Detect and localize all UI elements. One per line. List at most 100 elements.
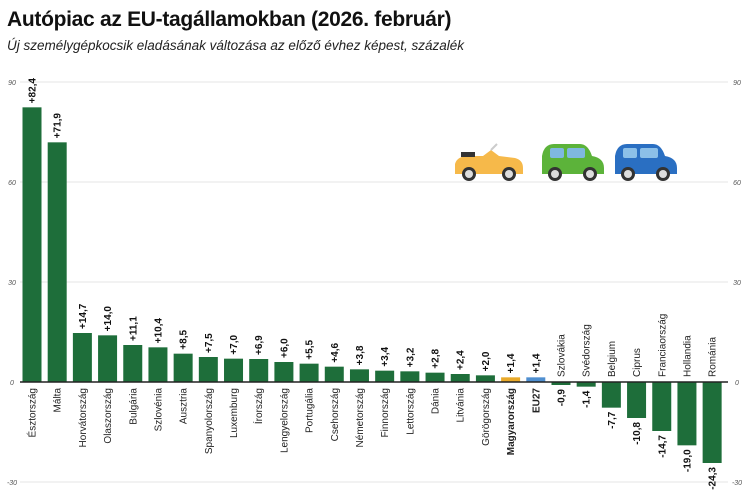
value-label: +1,4 — [506, 353, 517, 373]
category-label: Szlovénia — [153, 388, 164, 432]
value-label: -24,3 — [708, 467, 719, 490]
bar — [299, 363, 319, 382]
value-label: +5,5 — [305, 339, 316, 359]
y-tick-label-right: 60 — [733, 180, 741, 187]
category-label: Finnország — [380, 388, 391, 437]
category-label: Lettország — [405, 388, 416, 435]
bar — [375, 370, 395, 382]
category-label: Belgium — [607, 341, 618, 377]
value-label: +11,1 — [128, 316, 139, 341]
value-label: -1,4 — [582, 390, 593, 408]
blue-car-icon — [615, 144, 677, 181]
green-car-icon — [542, 144, 604, 181]
y-tick-label-right: 90 — [733, 80, 741, 87]
value-label: -19,0 — [682, 449, 693, 472]
y-tick-label-right: 0 — [735, 380, 739, 387]
bar — [173, 353, 193, 382]
value-label: +2,0 — [481, 351, 492, 371]
value-label: +82,4 — [28, 78, 39, 104]
value-label: +14,7 — [78, 303, 89, 329]
y-tick-label-left: -30 — [7, 480, 17, 487]
category-label: Olaszország — [103, 388, 114, 444]
category-label: Írország — [252, 388, 265, 424]
category-label: Hollandia — [682, 335, 693, 377]
value-label: +7,0 — [229, 334, 240, 354]
value-label: +3,8 — [355, 345, 366, 365]
category-label: Dánia — [431, 388, 442, 415]
value-label: -7,7 — [607, 411, 618, 429]
chart-title: Autópiac az EU-tagállamokban (2026. febr… — [7, 8, 452, 31]
bar — [123, 345, 143, 382]
value-label: +4,6 — [330, 342, 341, 362]
value-label: +71,9 — [53, 113, 64, 139]
bar — [425, 372, 445, 382]
y-tick-label-left: 0 — [10, 380, 14, 387]
bar — [576, 382, 596, 387]
category-label: Csehország — [330, 388, 341, 441]
y-tick-label-right: -30 — [732, 480, 742, 487]
bar — [551, 382, 571, 385]
value-label: +10,4 — [153, 318, 164, 344]
category-label: Lengyelország — [279, 388, 290, 453]
bar — [98, 335, 118, 382]
bar — [450, 374, 470, 382]
bar — [475, 375, 495, 382]
bar — [47, 142, 67, 382]
value-label: +6,0 — [279, 338, 290, 358]
bar — [22, 107, 42, 382]
category-label: Görögország — [481, 388, 492, 446]
value-label: +6,9 — [254, 335, 265, 355]
value-label: +2,4 — [456, 350, 467, 370]
category-label: Bulgária — [128, 388, 139, 425]
category-label: Málta — [53, 388, 64, 413]
bar — [601, 382, 621, 408]
bar — [652, 382, 672, 431]
bar — [72, 333, 92, 382]
value-label: +8,5 — [179, 329, 190, 349]
category-label: Ciprus — [632, 348, 643, 377]
category-label: Portugália — [305, 388, 316, 433]
bar — [148, 347, 168, 382]
convertible-car-icon — [455, 143, 523, 181]
value-label: +14,0 — [103, 306, 114, 332]
value-label: +1,4 — [531, 353, 542, 373]
value-label: -0,9 — [556, 389, 567, 407]
value-label: +3,4 — [380, 346, 391, 366]
category-label: EU27 — [531, 388, 542, 413]
chart-subtitle: Új személygépkocsik eladásának változása… — [7, 38, 464, 53]
bar — [274, 362, 294, 382]
category-label: Luxemburg — [229, 388, 240, 438]
value-label: +3,2 — [405, 347, 416, 367]
category-label: Ausztria — [179, 388, 190, 425]
category-label: Spanyolország — [204, 388, 215, 454]
y-tick-label-left: 30 — [8, 280, 16, 287]
bar — [349, 369, 369, 382]
category-label: Litvánia — [456, 388, 467, 423]
bar — [627, 382, 647, 418]
category-label: Románia — [708, 337, 719, 377]
category-label: Magyarország — [506, 388, 517, 455]
bar — [702, 382, 722, 463]
value-label: -10,8 — [632, 422, 643, 445]
bar — [324, 366, 344, 382]
bar — [198, 357, 218, 382]
bar — [501, 377, 521, 382]
value-label: -14,7 — [657, 435, 668, 458]
bar — [224, 358, 244, 382]
y-tick-label-left: 90 — [8, 80, 16, 87]
bar — [526, 377, 546, 382]
category-label: Franciaország — [657, 314, 668, 377]
bar — [249, 359, 269, 382]
category-label: Szlovákia — [556, 334, 567, 377]
category-label: Svédország — [582, 324, 593, 377]
value-label: +7,5 — [204, 333, 215, 353]
category-label: Horvátország — [78, 388, 89, 447]
bar — [400, 371, 420, 382]
category-label: Észtország — [26, 388, 39, 437]
y-tick-label-right: 30 — [733, 280, 741, 287]
bar — [677, 382, 697, 446]
y-tick-label-left: 60 — [8, 180, 16, 187]
value-label: +2,8 — [431, 348, 442, 368]
category-label: Németország — [355, 388, 366, 447]
